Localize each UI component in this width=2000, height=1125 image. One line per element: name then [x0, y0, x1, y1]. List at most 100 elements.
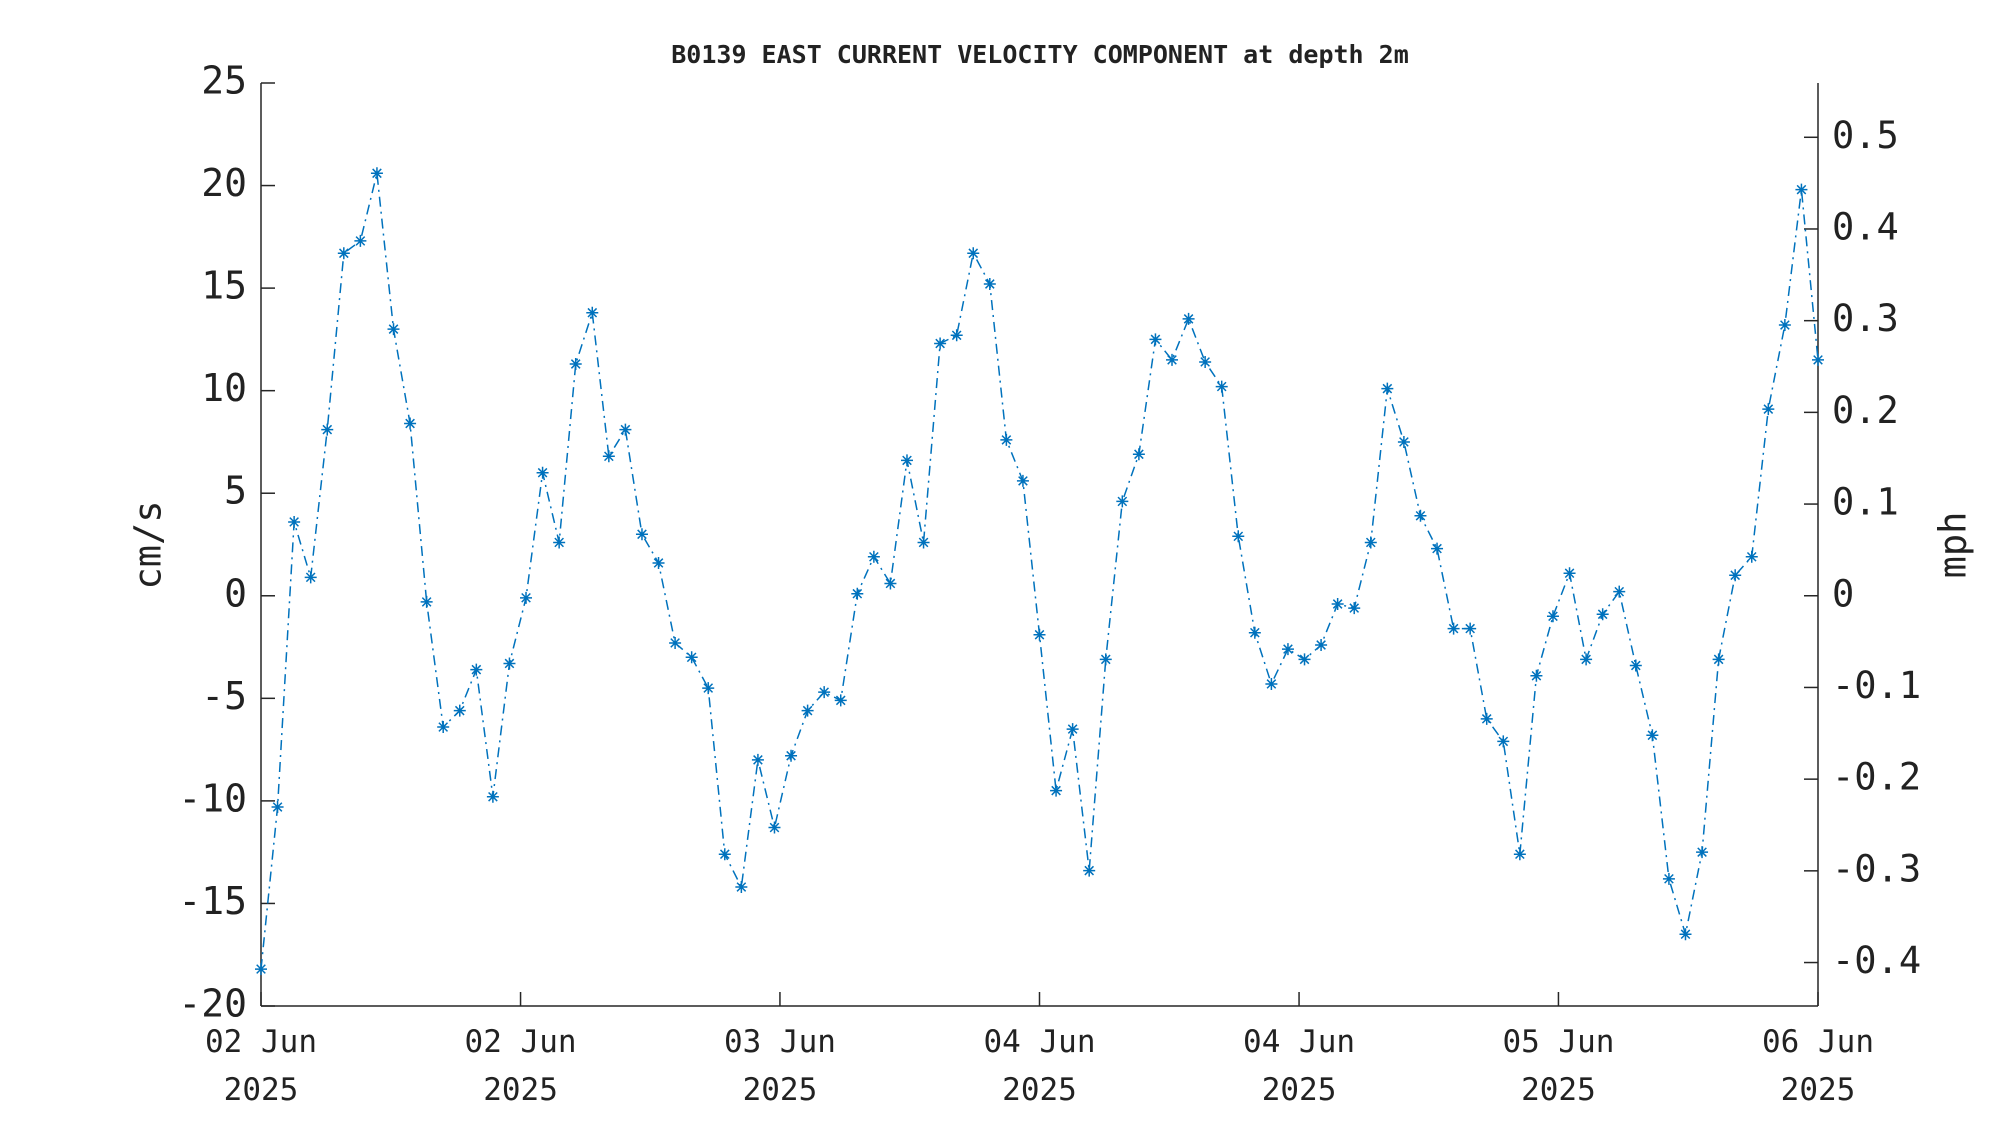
- data-point: [1662, 872, 1675, 885]
- y2-axis-label: mph: [1932, 512, 1975, 579]
- data-point: [934, 337, 947, 350]
- data-point: [685, 651, 698, 664]
- data-point: [569, 358, 582, 371]
- data-point: [619, 423, 632, 436]
- data-point: [1331, 597, 1344, 610]
- data-point: [983, 278, 996, 291]
- y2-tick-label: 0.3: [1832, 297, 1899, 340]
- data-point: [1447, 622, 1460, 635]
- data-point: [818, 686, 831, 699]
- data-point: [867, 550, 880, 563]
- data-point: [751, 753, 764, 766]
- x-tick-label: 02 Jun 2025: [205, 1024, 317, 1108]
- data-point: [255, 963, 267, 976]
- data-point: [1248, 626, 1261, 639]
- data-point: [354, 234, 367, 247]
- y-tick-label: 5: [224, 469, 247, 513]
- data-point: [1745, 550, 1758, 563]
- x-tick-label: 04 Jun 2025: [1243, 1024, 1356, 1108]
- data-point: [470, 663, 483, 676]
- y-tick-label: -15: [178, 879, 247, 923]
- data-point: [1199, 355, 1212, 368]
- y2-tick-label: 0.4: [1832, 205, 1899, 248]
- data-point: [785, 749, 798, 762]
- data-point: [884, 577, 897, 590]
- data-point: [1646, 729, 1659, 742]
- data-point: [652, 556, 665, 569]
- y2-tick-label: -0.1: [1832, 664, 1921, 707]
- data-point: [1381, 382, 1394, 395]
- y-tick-label: 15: [201, 264, 247, 308]
- data-point: [1050, 784, 1063, 797]
- data-point: [321, 423, 334, 436]
- data-point: [801, 704, 814, 717]
- y2-tick-label: 0.2: [1832, 389, 1899, 432]
- data-point: [1513, 848, 1526, 861]
- y-tick-label: 20: [201, 161, 247, 205]
- data-point: [1397, 435, 1410, 448]
- data-point: [950, 329, 963, 342]
- data-point: [536, 466, 549, 479]
- y2-tick-label: 0.5: [1832, 114, 1899, 157]
- data-point: [1215, 380, 1228, 393]
- data-point: [1348, 602, 1361, 615]
- data-point: [1182, 312, 1195, 325]
- data-point: [1281, 643, 1294, 656]
- data-point: [1729, 569, 1742, 582]
- data-point: [1066, 723, 1079, 736]
- data-point: [1712, 653, 1725, 666]
- data-point: [1795, 183, 1808, 196]
- data-point: [1580, 653, 1593, 666]
- data-point: [1546, 610, 1559, 623]
- data-point: [1016, 474, 1029, 487]
- y2-tick-label: 0.1: [1832, 481, 1899, 524]
- data-point: [900, 454, 913, 467]
- y-axis-label: cm/s: [127, 500, 170, 589]
- data-point: [271, 801, 284, 814]
- data-point: [486, 790, 499, 803]
- data-point: [1629, 659, 1642, 672]
- data-point: [735, 881, 748, 894]
- data-point: [437, 721, 450, 734]
- x-tick-label: 06 Jun 2025: [1762, 1024, 1874, 1108]
- data-point: [702, 682, 715, 695]
- data-point: [718, 848, 731, 861]
- data-point: [1149, 333, 1162, 346]
- data-point: [1464, 622, 1477, 635]
- data-point: [967, 247, 980, 260]
- data-point: [1530, 669, 1543, 682]
- data-point: [370, 167, 383, 180]
- y2-tick-label: 0: [1832, 572, 1854, 615]
- data-point: [1033, 628, 1046, 641]
- data-point: [404, 417, 417, 430]
- data-point: [1613, 585, 1626, 598]
- data-point: [1232, 530, 1245, 543]
- data-point: [1315, 639, 1328, 652]
- x-tick-label: 02 Jun 2025: [464, 1024, 577, 1108]
- data-point: [1116, 495, 1129, 508]
- y2-tick-label: -0.3: [1832, 847, 1921, 890]
- data-point: [1762, 403, 1775, 416]
- data-point: [768, 821, 781, 834]
- data-point: [851, 587, 864, 600]
- x-tick-label: 05 Jun 2025: [1502, 1024, 1615, 1108]
- y2-tick-label: -0.2: [1832, 756, 1921, 799]
- x-tick-label: 03 Jun 2025: [723, 1024, 836, 1108]
- data-point: [1083, 864, 1096, 877]
- data-point: [1679, 928, 1692, 941]
- chart-title: B0139 EAST CURRENT VELOCITY COMPONENT at…: [671, 40, 1409, 69]
- data-point: [387, 323, 400, 336]
- data-point: [453, 704, 466, 717]
- data-point: [503, 657, 516, 670]
- data-point: [1099, 653, 1112, 666]
- data-point: [1480, 712, 1493, 725]
- data-point: [834, 694, 847, 707]
- data-point: [1497, 735, 1510, 748]
- y-tick-label: -20: [178, 982, 247, 1026]
- data-point: [1298, 653, 1311, 666]
- data-point: [1166, 353, 1179, 366]
- data-point: [1696, 846, 1709, 859]
- data-point: [420, 595, 433, 608]
